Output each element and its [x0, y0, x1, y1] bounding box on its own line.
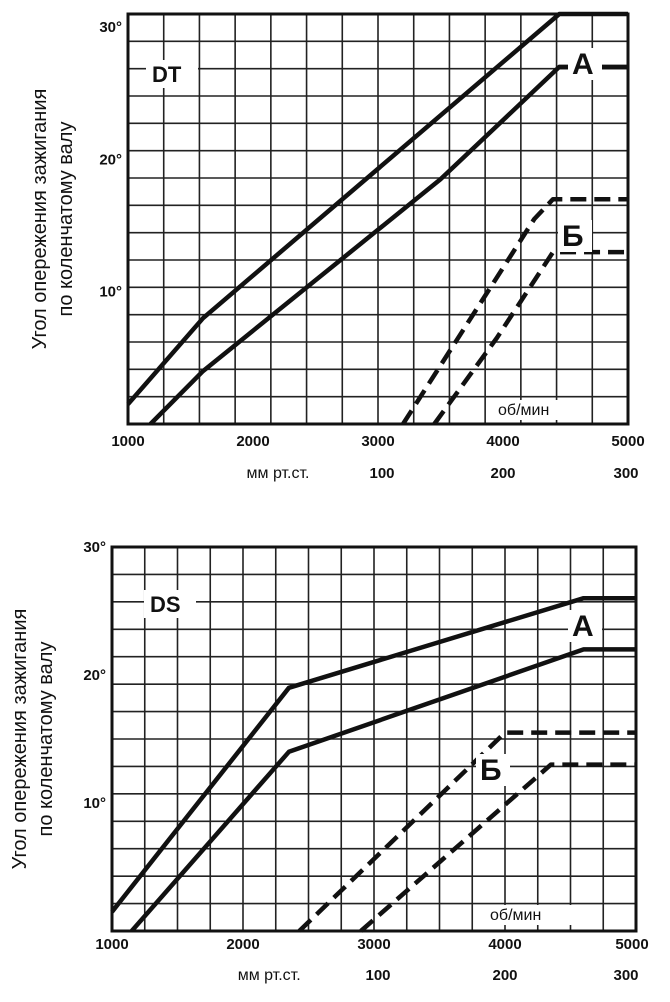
plot-frame: [126, 12, 630, 426]
unit-backing: [486, 905, 572, 925]
chart-tag: DS: [150, 592, 181, 617]
y-axis-label-line1: Угол опережения зажигания: [29, 89, 51, 350]
y-axis-label-line2: по коленчатому валу: [35, 642, 57, 837]
plot-frame: [110, 545, 638, 933]
x-tick-label: 5000: [611, 433, 644, 450]
label-b-backing: [558, 220, 592, 252]
grid: [128, 14, 628, 424]
y-tick-label: 20°: [83, 667, 106, 684]
x2-tick-label: 200: [490, 465, 515, 482]
y-axis-label-line1: Угол опережения зажигания: [9, 609, 31, 870]
y-tick-label: 30°: [83, 539, 106, 556]
x2-tick-label: 200: [492, 967, 517, 984]
chart-ds: DS 10° 20° 30° 1000 2000 3000 4000 5000 мм рт.ст.…: [9, 539, 649, 984]
curve-label-b: Б: [480, 754, 502, 787]
unit-backing: [494, 400, 580, 420]
x-tick-label: 4000: [486, 433, 519, 450]
series-b-line-4: [432, 249, 628, 426]
y-tick-label: 10°: [99, 284, 122, 301]
x2-tick-label: 100: [369, 465, 394, 482]
x2-axis-label: мм рт.ст.: [238, 967, 301, 984]
label-a-backing: [568, 610, 602, 642]
series-a-line-2: [130, 647, 636, 933]
y-axis-label-line2: по коленчатому валу: [55, 122, 77, 317]
curve-label-a: А: [572, 48, 594, 81]
x2-axis-label: мм рт.ст.: [247, 465, 310, 482]
series-b-line-3: [401, 196, 628, 426]
y-tick-label: 20°: [99, 151, 122, 168]
tag-backing: [146, 60, 198, 88]
series-b-line-4: [359, 762, 636, 933]
x-tick-label: 1000: [111, 433, 144, 450]
x-unit-label: об/мин: [498, 402, 549, 419]
curve-label-b: Б: [562, 220, 584, 253]
y-tick-label: 30°: [99, 19, 122, 36]
grid: [112, 547, 636, 931]
x2-tick-label: 300: [613, 465, 638, 482]
curve-label-a: А: [572, 610, 594, 643]
label-b-backing: [476, 754, 510, 786]
chart-dt: DT 10° 20° 30° 1000 2000 3000 4000 5000 мм рт.ст.…: [29, 11, 645, 482]
x-tick-label: 2000: [226, 936, 259, 953]
label-a-backing: [568, 48, 602, 80]
x-tick-label: 2000: [236, 433, 269, 450]
x2-tick-label: 100: [365, 967, 390, 984]
x-tick-label: 4000: [488, 936, 521, 953]
x-tick-label: 5000: [615, 936, 648, 953]
series-b-line-3: [297, 730, 636, 933]
series-a-line-1: [110, 595, 636, 914]
x-tick-label: 3000: [361, 433, 394, 450]
series-a-line-1: [126, 11, 628, 406]
x-unit-label: об/мин: [490, 907, 541, 924]
y-tick-label: 10°: [83, 795, 106, 812]
chart-tag: DT: [152, 62, 182, 87]
x-tick-label: 1000: [95, 936, 128, 953]
tag-backing: [144, 590, 196, 618]
x-tick-label: 3000: [357, 936, 390, 953]
x2-tick-label: 300: [613, 967, 638, 984]
